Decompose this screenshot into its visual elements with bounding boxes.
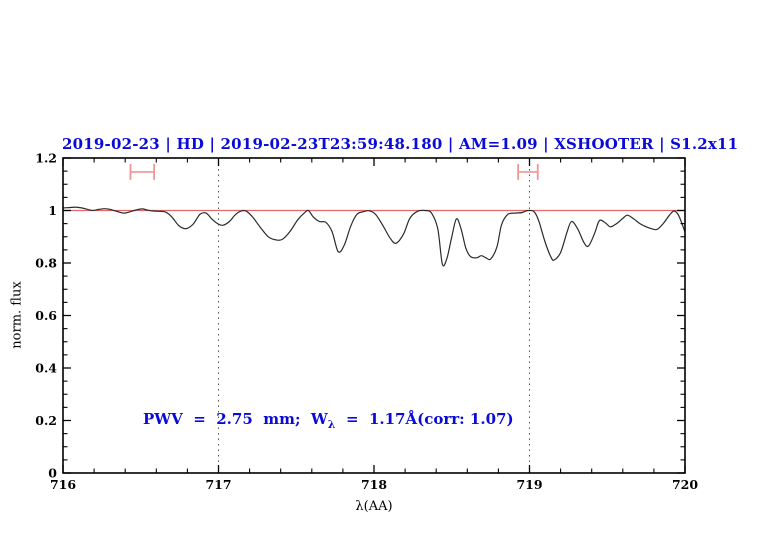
x-tick-label: 719: [516, 477, 542, 492]
x-tick-label: 720: [672, 477, 698, 492]
y-tick-label: 0.8: [35, 256, 57, 271]
y-tick-label: 1.2: [35, 151, 57, 166]
figure-title: 2019-02-23 | HD | 2019-02-23T23:59:48.18…: [62, 135, 739, 153]
pwv-annotation-suffix: = 1.17Å(corr: 1.07): [335, 410, 514, 428]
spectrum-curve: [62, 206, 686, 267]
pwv-annotation: PWV = 2.75 mm; Wλ = 1.17Å(corr: 1.07): [143, 410, 514, 431]
y-axis-label: norm. flux: [9, 281, 25, 349]
y-tick-label: 0.6: [35, 308, 57, 323]
pwv-annotation-prefix: PWV = 2.75 mm; W: [143, 410, 328, 428]
y-tick-label: 0.2: [35, 413, 57, 428]
x-tick-label: 718: [361, 477, 387, 492]
x-tick-label: 717: [205, 477, 231, 492]
y-tick-label: 0: [48, 466, 57, 481]
y-tick-label: 1: [48, 203, 57, 218]
pwv-annotation-sub: λ: [327, 418, 336, 431]
x-tick-label: 716: [50, 477, 76, 492]
x-axis-label: λ(AA): [355, 499, 393, 514]
y-tick-label: 0.4: [35, 361, 57, 376]
